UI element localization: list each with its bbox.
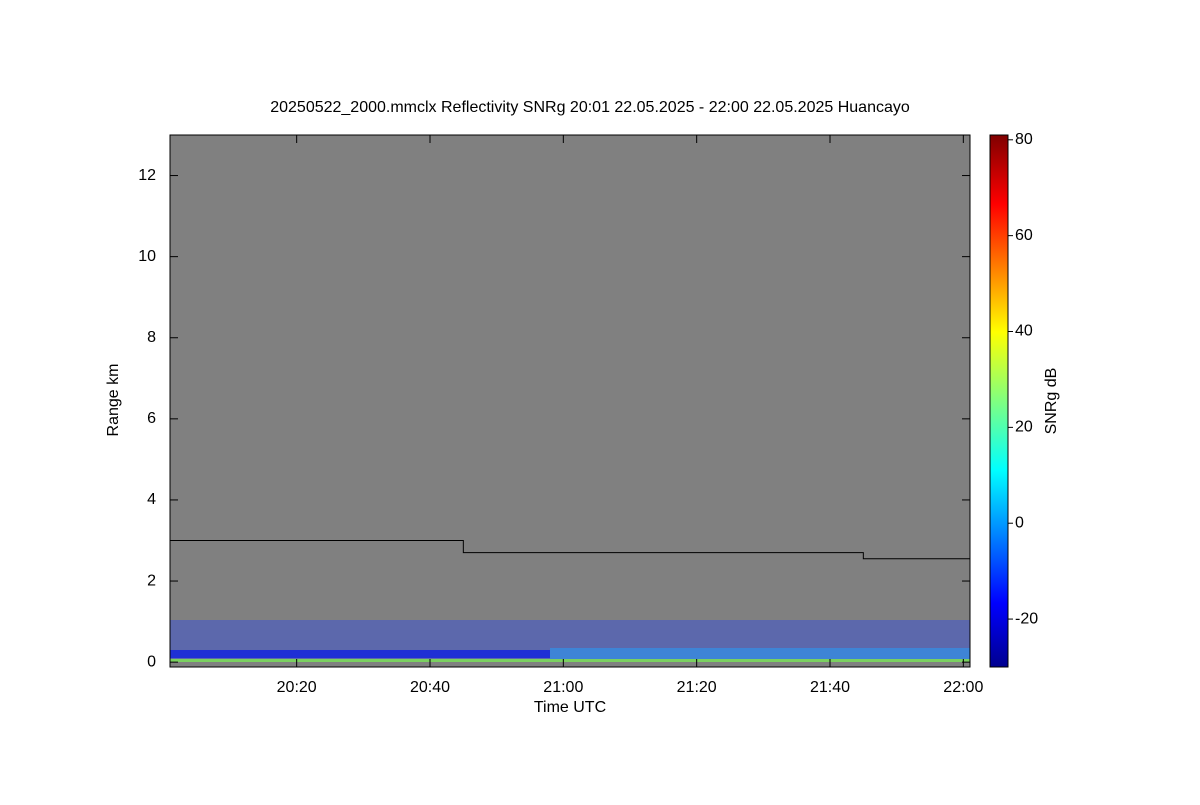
- x-tick-label: 21:00: [543, 679, 583, 696]
- x-axis-label: Time UTC: [534, 699, 606, 716]
- y-axis-label: Range km: [105, 364, 122, 437]
- y-tick-label: 0: [147, 653, 156, 670]
- y-tick-label: 4: [147, 491, 156, 508]
- colorbar: [989, 134, 1009, 668]
- y-tick-label: 12: [138, 167, 156, 184]
- x-tick-label: 21:20: [677, 679, 717, 696]
- chart-title: 20250522_2000.mmclx Reflectivity SNRg 20…: [270, 99, 910, 116]
- y-tick-label: 10: [138, 248, 156, 265]
- step-line: [170, 539, 970, 560]
- colorbar-tick-label: 0: [1015, 514, 1024, 531]
- y-tick-label: 2: [147, 572, 156, 589]
- plot-frame: [169, 134, 971, 668]
- colorbar-tick-label: -20: [1015, 610, 1038, 627]
- y-tick-label: 8: [147, 329, 156, 346]
- colorbar-tick-label: 60: [1015, 227, 1033, 244]
- plot-background: [170, 135, 970, 667]
- colorbar-label: SNRg dB: [1043, 368, 1060, 435]
- colorbar-tick-label: 20: [1015, 419, 1033, 436]
- x-tick-label: 21:40: [810, 679, 850, 696]
- colorbar-tick-label: 80: [1015, 131, 1033, 148]
- x-tick-label: 20:20: [277, 679, 317, 696]
- x-tick-label: 22:00: [943, 679, 983, 696]
- y-tick-label: 6: [147, 410, 156, 427]
- colorbar-tick-label: 40: [1015, 323, 1033, 340]
- x-tick-label: 20:40: [410, 679, 450, 696]
- clutter-band: [170, 620, 970, 662]
